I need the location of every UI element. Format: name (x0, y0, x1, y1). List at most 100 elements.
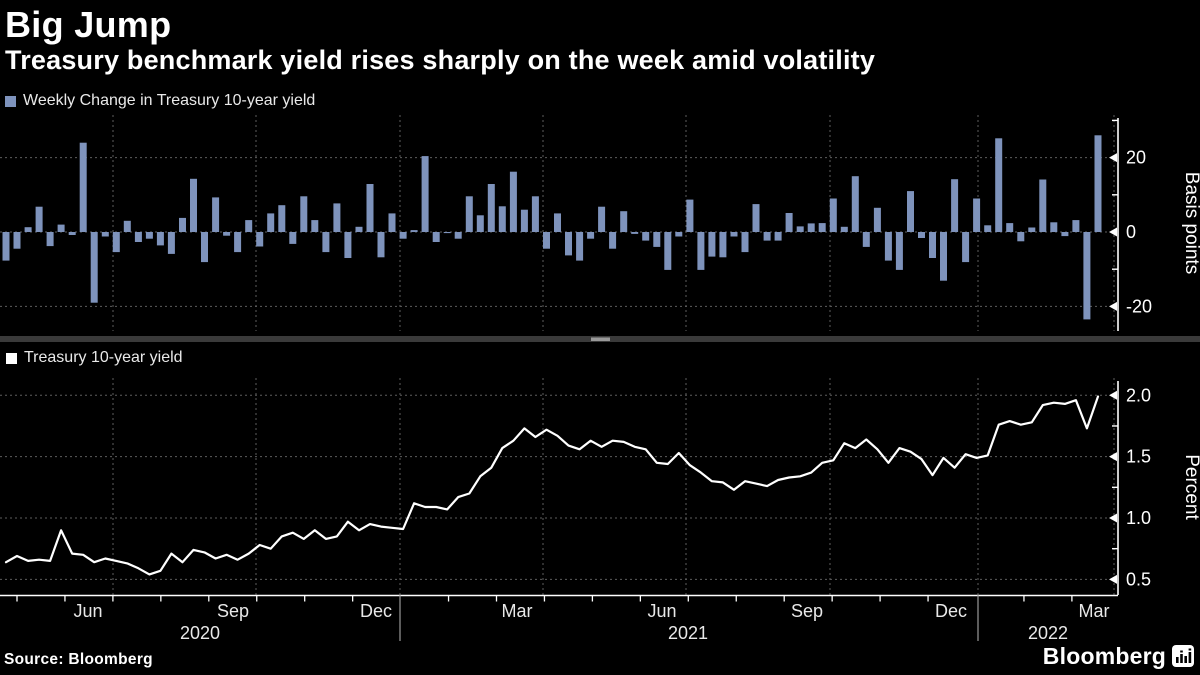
bar-week-24 (267, 213, 275, 232)
bar-week-77 (851, 176, 859, 232)
bar-week-51 (565, 232, 572, 256)
bar-week-32 (355, 226, 363, 232)
bar-week-99 (1094, 135, 1102, 232)
bar-week-59 (653, 232, 661, 247)
legend-label: Weekly Change in Treasury 10-year yield (23, 92, 316, 109)
svg-text:1.0: 1.0 (1126, 508, 1151, 528)
x-tick-month: Sep (791, 601, 823, 621)
bar-week-80 (884, 232, 892, 261)
bar-week-18 (201, 232, 208, 263)
bar-week-84 (929, 232, 936, 258)
bar-week-16 (179, 217, 186, 232)
bar-week-61 (675, 232, 683, 237)
legend-swatch-bar-icon (5, 95, 16, 107)
bar-week-45 (498, 206, 506, 232)
bar-week-0 (2, 232, 10, 261)
line-series-treasury-yield (4, 395, 1100, 576)
source-attribution: Source: Bloomberg (4, 651, 153, 668)
bar-week-57 (631, 232, 639, 234)
svg-text:0: 0 (1126, 222, 1136, 242)
bar-week-35 (388, 213, 396, 232)
bar-week-36 (399, 232, 407, 239)
bar-week-13 (145, 232, 153, 239)
bar-week-72 (796, 226, 804, 232)
bar-week-22 (245, 220, 253, 232)
bar-week-87 (962, 232, 970, 263)
bar-week-3 (35, 206, 43, 232)
bar-week-67 (741, 232, 749, 253)
y-axis-title-percent: Percent (1181, 454, 1200, 520)
bar-week-30 (333, 203, 341, 232)
bar-week-1 (13, 232, 21, 249)
bar-week-27 (300, 196, 308, 232)
bar-week-44 (487, 184, 495, 232)
legend-weekly-change: Weekly Change in Treasury 10-year yield (5, 92, 315, 110)
bar-week-6 (68, 232, 76, 235)
x-tick-year: 2021 (668, 623, 708, 643)
bar-week-7 (79, 142, 87, 232)
bar-week-60 (664, 232, 672, 270)
panel-separator (0, 336, 1200, 342)
bar-week-66 (730, 232, 738, 237)
bar-week-92 (1017, 232, 1025, 242)
y-axis-title-basis-points: Basis points (1181, 172, 1200, 274)
bar-week-98 (1083, 232, 1091, 320)
bar-week-50 (554, 213, 561, 232)
bar-week-97 (1072, 220, 1080, 232)
bar-week-47 (520, 209, 528, 232)
bar-week-39 (432, 232, 440, 242)
svg-text:0.5: 0.5 (1126, 569, 1151, 589)
x-tick-month: Mar (502, 601, 533, 621)
bar-week-62 (686, 199, 694, 232)
x-tick-year: 2022 (1028, 623, 1068, 643)
bar-week-38 (421, 156, 429, 232)
bar-week-56 (620, 211, 628, 232)
page-title: Big Jump (5, 4, 172, 45)
svg-text:2.0: 2.0 (1126, 385, 1151, 405)
x-axis: Jun Sep Dec Mar Jun Sep Dec Mar 2020 2021 2022 (0, 594, 1118, 643)
bar-week-79 (873, 207, 881, 232)
bar-week-49 (543, 232, 550, 249)
bar-week-95 (1050, 222, 1058, 232)
bar-week-75 (829, 198, 837, 232)
bar-week-40 (443, 232, 451, 234)
bar-week-33 (366, 184, 374, 232)
legend-treasury-yield: Treasury 10-year yield (6, 349, 183, 367)
bar-week-8 (90, 232, 98, 303)
bar-week-70 (774, 232, 782, 241)
bar-week-2 (24, 227, 32, 232)
bar-week-55 (609, 232, 617, 249)
bar-week-10 (112, 232, 120, 253)
line-series (4, 395, 1100, 576)
bar-week-29 (322, 232, 330, 253)
bar-week-25 (278, 205, 286, 232)
bar-week-31 (344, 232, 352, 258)
bar-week-69 (763, 232, 771, 241)
x-tick-month: Dec (360, 601, 392, 621)
bar-week-94 (1039, 179, 1047, 232)
x-tick-month: Mar (1079, 601, 1110, 621)
bar-week-91 (1006, 223, 1014, 232)
bar-week-65 (719, 232, 727, 258)
bar-week-17 (190, 178, 197, 232)
bar-week-14 (156, 232, 164, 246)
svg-text:20: 20 (1126, 148, 1146, 168)
x-tick-month: Dec (935, 601, 967, 621)
separator-handle (591, 337, 610, 341)
bar-chart-y-axis: 20 0 -20 Basis points (1109, 118, 1200, 331)
legend-label: Treasury 10-year yield (24, 349, 183, 366)
bar-week-89 (984, 225, 992, 232)
bar-week-86 (951, 179, 959, 232)
bar-week-28 (311, 220, 319, 232)
bar-week-54 (598, 206, 606, 232)
bar-week-23 (256, 232, 264, 247)
x-tick-month: Sep (217, 601, 249, 621)
line-chart-y-axis: 2.0 1.5 1.0 0.5 Percent (1109, 381, 1200, 595)
bar-week-12 (134, 232, 142, 242)
bar-week-41 (454, 232, 462, 239)
svg-text:1.5: 1.5 (1126, 447, 1151, 467)
x-tick-year: 2020 (180, 623, 220, 643)
bar-week-68 (752, 204, 760, 232)
bar-week-43 (476, 215, 484, 232)
